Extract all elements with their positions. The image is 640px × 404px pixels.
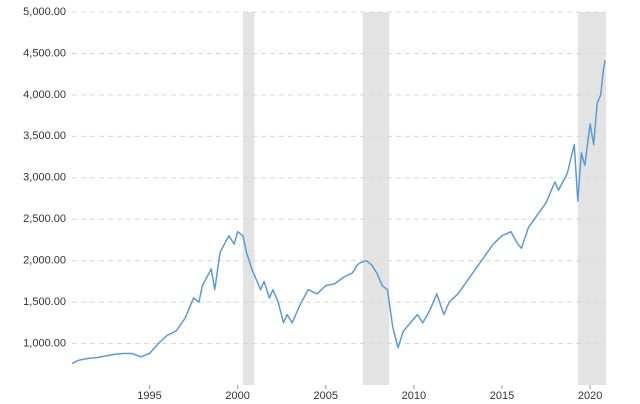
recession-band — [577, 12, 606, 385]
x-tick-label: 2000 — [225, 390, 249, 402]
x-tick-label: 2010 — [402, 390, 426, 402]
x-tick-label: 1995 — [137, 390, 161, 402]
x-tick-label: 2020 — [578, 390, 602, 402]
line — [71, 59, 606, 365]
y-tick-label: 3,000.00 — [23, 172, 66, 184]
y-tick-label: 1,500.00 — [23, 296, 66, 308]
y-tick-label: 1,000.00 — [23, 337, 66, 349]
y-tick-label: 5,000.00 — [23, 6, 66, 18]
recession-band — [362, 12, 390, 385]
y-tick-label: 4,500.00 — [23, 47, 66, 59]
y-tick-label: 3,500.00 — [23, 130, 66, 142]
y-tick-label: 4,000.00 — [23, 89, 66, 101]
y-tick-label: 2,000.00 — [23, 255, 66, 267]
x-tick-label: 2015 — [490, 390, 514, 402]
y-tick-label: 2,500.00 — [23, 213, 66, 225]
recession-band — [242, 12, 255, 385]
x-tick-label: 2005 — [314, 390, 338, 402]
